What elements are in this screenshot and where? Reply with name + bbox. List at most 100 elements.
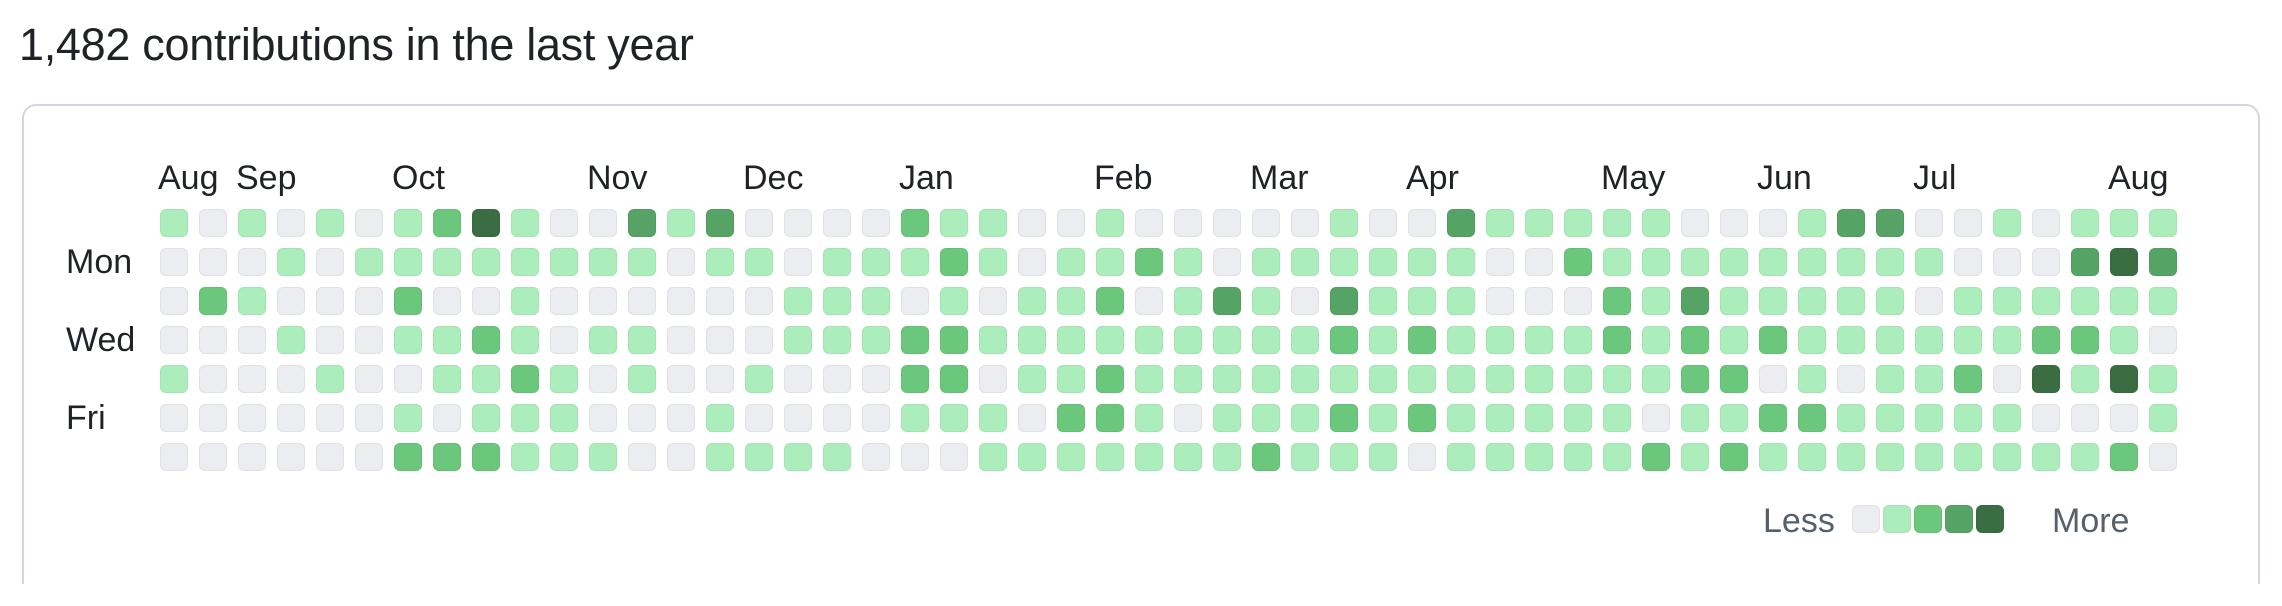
contribution-day-cell[interactable] [199, 443, 227, 471]
contribution-day-cell[interactable] [1213, 248, 1241, 276]
contribution-day-cell[interactable] [355, 365, 383, 393]
contribution-day-cell[interactable] [1525, 443, 1553, 471]
contribution-day-cell[interactable] [1057, 287, 1085, 315]
contribution-day-cell[interactable] [238, 209, 266, 237]
contribution-day-cell[interactable] [277, 365, 305, 393]
contribution-day-cell[interactable] [2110, 443, 2138, 471]
contribution-day-cell[interactable] [1603, 404, 1631, 432]
contribution-day-cell[interactable] [1954, 209, 1982, 237]
contribution-day-cell[interactable] [1564, 365, 1592, 393]
contribution-day-cell[interactable] [2110, 209, 2138, 237]
contribution-day-cell[interactable] [1642, 248, 1670, 276]
contribution-day-cell[interactable] [1798, 287, 1826, 315]
contribution-day-cell[interactable] [1603, 365, 1631, 393]
contribution-day-cell[interactable] [1798, 443, 1826, 471]
contribution-day-cell[interactable] [394, 404, 422, 432]
contribution-day-cell[interactable] [1057, 443, 1085, 471]
contribution-day-cell[interactable] [199, 248, 227, 276]
contribution-day-cell[interactable] [2071, 365, 2099, 393]
contribution-day-cell[interactable] [589, 365, 617, 393]
contribution-day-cell[interactable] [1720, 248, 1748, 276]
contribution-day-cell[interactable] [355, 248, 383, 276]
contribution-day-cell[interactable] [550, 326, 578, 354]
contribution-day-cell[interactable] [394, 209, 422, 237]
contribution-day-cell[interactable] [1681, 326, 1709, 354]
contribution-day-cell[interactable] [1447, 287, 1475, 315]
contribution-day-cell[interactable] [1330, 365, 1358, 393]
contribution-day-cell[interactable] [1096, 443, 1124, 471]
contribution-day-cell[interactable] [823, 404, 851, 432]
contribution-day-cell[interactable] [784, 287, 812, 315]
contribution-day-cell[interactable] [1330, 248, 1358, 276]
contribution-day-cell[interactable] [667, 248, 695, 276]
contribution-day-cell[interactable] [1954, 404, 1982, 432]
contribution-day-cell[interactable] [1096, 248, 1124, 276]
contribution-day-cell[interactable] [823, 326, 851, 354]
contribution-day-cell[interactable] [1252, 248, 1280, 276]
contribution-day-cell[interactable] [2110, 248, 2138, 276]
contribution-day-cell[interactable] [1135, 209, 1163, 237]
contribution-day-cell[interactable] [1291, 443, 1319, 471]
contribution-day-cell[interactable] [1369, 287, 1397, 315]
contribution-day-cell[interactable] [316, 365, 344, 393]
contribution-day-cell[interactable] [1915, 443, 1943, 471]
contribution-day-cell[interactable] [2110, 287, 2138, 315]
contribution-day-cell[interactable] [1837, 443, 1865, 471]
contribution-day-cell[interactable] [745, 287, 773, 315]
contribution-day-cell[interactable] [979, 404, 1007, 432]
contribution-day-cell[interactable] [1876, 326, 1904, 354]
contribution-day-cell[interactable] [1330, 404, 1358, 432]
contribution-day-cell[interactable] [1564, 209, 1592, 237]
contribution-day-cell[interactable] [1369, 404, 1397, 432]
contribution-day-cell[interactable] [745, 365, 773, 393]
contribution-day-cell[interactable] [1213, 365, 1241, 393]
contribution-day-cell[interactable] [511, 365, 539, 393]
contribution-day-cell[interactable] [1135, 287, 1163, 315]
contribution-day-cell[interactable] [1603, 287, 1631, 315]
contribution-day-cell[interactable] [1486, 326, 1514, 354]
contribution-day-cell[interactable] [823, 365, 851, 393]
contribution-day-cell[interactable] [1135, 404, 1163, 432]
contribution-day-cell[interactable] [901, 248, 929, 276]
contribution-day-cell[interactable] [979, 209, 1007, 237]
contribution-day-cell[interactable] [1954, 365, 1982, 393]
contribution-day-cell[interactable] [940, 404, 968, 432]
contribution-day-cell[interactable] [433, 326, 461, 354]
contribution-day-cell[interactable] [667, 209, 695, 237]
contribution-day-cell[interactable] [667, 404, 695, 432]
contribution-day-cell[interactable] [667, 287, 695, 315]
contribution-day-cell[interactable] [1837, 404, 1865, 432]
contribution-day-cell[interactable] [433, 443, 461, 471]
contribution-day-cell[interactable] [1408, 404, 1436, 432]
contribution-day-cell[interactable] [706, 209, 734, 237]
contribution-day-cell[interactable] [823, 287, 851, 315]
contribution-day-cell[interactable] [862, 209, 890, 237]
contribution-day-cell[interactable] [1993, 287, 2021, 315]
contribution-day-cell[interactable] [628, 404, 656, 432]
contribution-day-cell[interactable] [1174, 365, 1202, 393]
contribution-day-cell[interactable] [1057, 209, 1085, 237]
contribution-day-cell[interactable] [1642, 326, 1670, 354]
contribution-day-cell[interactable] [433, 365, 461, 393]
contribution-day-cell[interactable] [1798, 326, 1826, 354]
contribution-day-cell[interactable] [862, 326, 890, 354]
contribution-day-cell[interactable] [1330, 209, 1358, 237]
contribution-day-cell[interactable] [1369, 365, 1397, 393]
contribution-day-cell[interactable] [2071, 404, 2099, 432]
contribution-day-cell[interactable] [2071, 443, 2099, 471]
contribution-day-cell[interactable] [2032, 287, 2060, 315]
contribution-day-cell[interactable] [589, 443, 617, 471]
contribution-day-cell[interactable] [1525, 209, 1553, 237]
contribution-day-cell[interactable] [1252, 365, 1280, 393]
contribution-day-cell[interactable] [1330, 326, 1358, 354]
contribution-day-cell[interactable] [1564, 248, 1592, 276]
contribution-day-cell[interactable] [979, 287, 1007, 315]
contribution-day-cell[interactable] [784, 326, 812, 354]
contribution-day-cell[interactable] [1408, 209, 1436, 237]
contribution-day-cell[interactable] [628, 326, 656, 354]
contribution-day-cell[interactable] [1876, 209, 1904, 237]
contribution-day-cell[interactable] [1603, 209, 1631, 237]
contribution-day-cell[interactable] [277, 209, 305, 237]
contribution-day-cell[interactable] [1603, 326, 1631, 354]
contribution-day-cell[interactable] [1291, 287, 1319, 315]
